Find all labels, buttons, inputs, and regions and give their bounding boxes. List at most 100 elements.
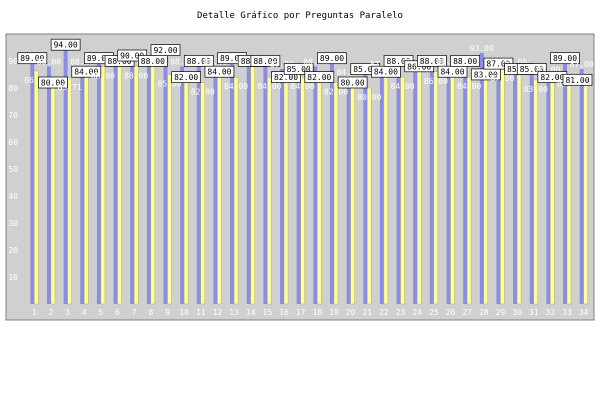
x-tick-label: 24 bbox=[412, 308, 422, 317]
data-label-series-b: 82.00 bbox=[174, 73, 198, 82]
bar-series-a bbox=[579, 69, 584, 304]
data-label-series-a-box bbox=[17, 52, 48, 65]
data-label-series-b: 84.00 bbox=[291, 82, 315, 91]
data-label-series-b: 84.00 bbox=[257, 82, 281, 91]
bar-series-a bbox=[63, 50, 68, 305]
data-label-series-b: 84.00 bbox=[457, 82, 481, 91]
data-label-series-b: 88.00 bbox=[91, 71, 115, 80]
x-tick-label: 25 bbox=[429, 308, 439, 317]
data-label-series-b: 88.00 bbox=[108, 57, 132, 66]
data-label-series-a: 87.00 bbox=[370, 60, 394, 69]
bar-series-b bbox=[117, 66, 122, 305]
data-label-series-a: 93.00 bbox=[470, 44, 494, 53]
data-label-series-b: 80.00 bbox=[41, 79, 65, 88]
data-label-series-b: 86.30 bbox=[24, 76, 48, 85]
data-label-series-b: 85.00 bbox=[157, 80, 181, 89]
bar-series-a bbox=[529, 74, 534, 304]
data-label-series-a-box bbox=[50, 38, 81, 51]
x-tick-label: 29 bbox=[496, 308, 506, 317]
bar-series-a bbox=[446, 66, 451, 305]
data-label-series-b: 83.71 bbox=[58, 83, 82, 92]
bar-series-b bbox=[300, 76, 305, 305]
bar-series-a bbox=[263, 66, 268, 305]
bar-series-b bbox=[466, 76, 472, 305]
x-tick-label: 20 bbox=[346, 308, 356, 317]
data-label-series-a: 90.00 bbox=[120, 52, 144, 61]
data-label-series-a: 89.00 bbox=[220, 54, 244, 63]
bar-series-a bbox=[463, 66, 468, 305]
data-label-series-a: 94.00 bbox=[54, 41, 78, 50]
bar-series-a bbox=[429, 66, 434, 305]
bar-series-a bbox=[496, 69, 501, 304]
x-tick-label: 19 bbox=[329, 308, 339, 317]
bar-series-b bbox=[250, 66, 255, 305]
bar-series-b bbox=[500, 68, 505, 305]
y-tick-label: 50 bbox=[8, 165, 18, 174]
bar-series-b bbox=[183, 82, 189, 305]
chart-title: Detalle Gráfico por Preguntas Paralelo bbox=[197, 11, 403, 21]
data-label-series-b: 84.00 bbox=[74, 68, 98, 77]
x-tick-label: 1 bbox=[32, 308, 37, 317]
bar-series-b bbox=[34, 70, 39, 305]
bar-series-a bbox=[280, 69, 285, 304]
bar-series-a bbox=[479, 52, 484, 305]
bar-series-b bbox=[433, 71, 439, 305]
data-label-series-b: 81.00 bbox=[565, 76, 589, 85]
data-label-series-a-box bbox=[317, 52, 347, 65]
data-label-series-a: 85.00 bbox=[353, 65, 377, 74]
x-tick-label: 34 bbox=[579, 308, 589, 317]
data-label-series-a: 88.00 bbox=[203, 57, 227, 66]
bar-series-a bbox=[246, 66, 251, 305]
y-tick-label: 80 bbox=[8, 84, 18, 93]
bar-series-b bbox=[516, 74, 522, 305]
y-tick-label: 20 bbox=[8, 246, 18, 255]
bar-series-b bbox=[200, 82, 206, 305]
bar-series-b bbox=[283, 82, 289, 305]
x-tick-label: 11 bbox=[196, 308, 206, 317]
data-label-series-a: 88.00 bbox=[420, 57, 444, 66]
x-tick-label: 33 bbox=[562, 308, 572, 317]
x-tick-label: 21 bbox=[362, 308, 372, 317]
bar-series-a bbox=[96, 63, 101, 305]
bar-series-a bbox=[396, 66, 401, 305]
x-tick-label: 14 bbox=[246, 308, 256, 317]
bar-series-b bbox=[67, 77, 72, 305]
data-label-series-b: 80.00 bbox=[357, 93, 381, 102]
bar-series-b bbox=[84, 76, 89, 305]
data-label-series-a: 88.00 bbox=[187, 57, 211, 66]
bar-series-a bbox=[46, 66, 51, 305]
data-label-series-a-box bbox=[150, 44, 181, 56]
bar-series-b bbox=[267, 76, 272, 305]
y-tick-label: 70 bbox=[8, 111, 18, 120]
bar-series-a bbox=[196, 66, 201, 305]
data-label-series-b: 84.00 bbox=[207, 68, 231, 77]
data-label-series-a: 88.00 bbox=[37, 57, 61, 66]
bar-series-b bbox=[217, 76, 222, 305]
bar-series-b bbox=[550, 82, 555, 305]
x-tick-label: 26 bbox=[446, 308, 456, 317]
x-tick-label: 4 bbox=[82, 308, 87, 317]
bar-series-b bbox=[450, 76, 455, 305]
data-label-series-b: 83.00 bbox=[524, 85, 548, 94]
data-label-series-b-box bbox=[304, 71, 335, 83]
x-tick-label: 12 bbox=[213, 308, 223, 317]
data-label-series-b-box bbox=[71, 65, 102, 78]
data-label-series-a: 88.00 bbox=[303, 57, 327, 66]
data-label-series-a: 89.00 bbox=[87, 54, 111, 63]
x-tick-label: 3 bbox=[65, 308, 70, 317]
bar-series-b bbox=[133, 66, 139, 305]
data-label-series-b-box bbox=[171, 71, 201, 83]
data-label-series-a: 88.00 bbox=[453, 57, 477, 66]
x-tick-label: 30 bbox=[512, 308, 522, 317]
data-label-series-a: 89.00 bbox=[320, 54, 344, 63]
bar-series-a bbox=[379, 69, 384, 304]
x-tick-label: 27 bbox=[462, 308, 472, 317]
bar-series-b bbox=[317, 82, 322, 305]
data-label-series-b: 80.00 bbox=[341, 79, 365, 88]
data-label-series-a: 88.00 bbox=[436, 57, 460, 66]
bar-series-a bbox=[363, 74, 368, 304]
data-label-series-b: 84.00 bbox=[224, 82, 248, 91]
data-label-series-b: 87.00 bbox=[490, 74, 514, 83]
data-label-series-a: 89.00 bbox=[20, 54, 44, 63]
bar-series-b bbox=[483, 79, 489, 305]
